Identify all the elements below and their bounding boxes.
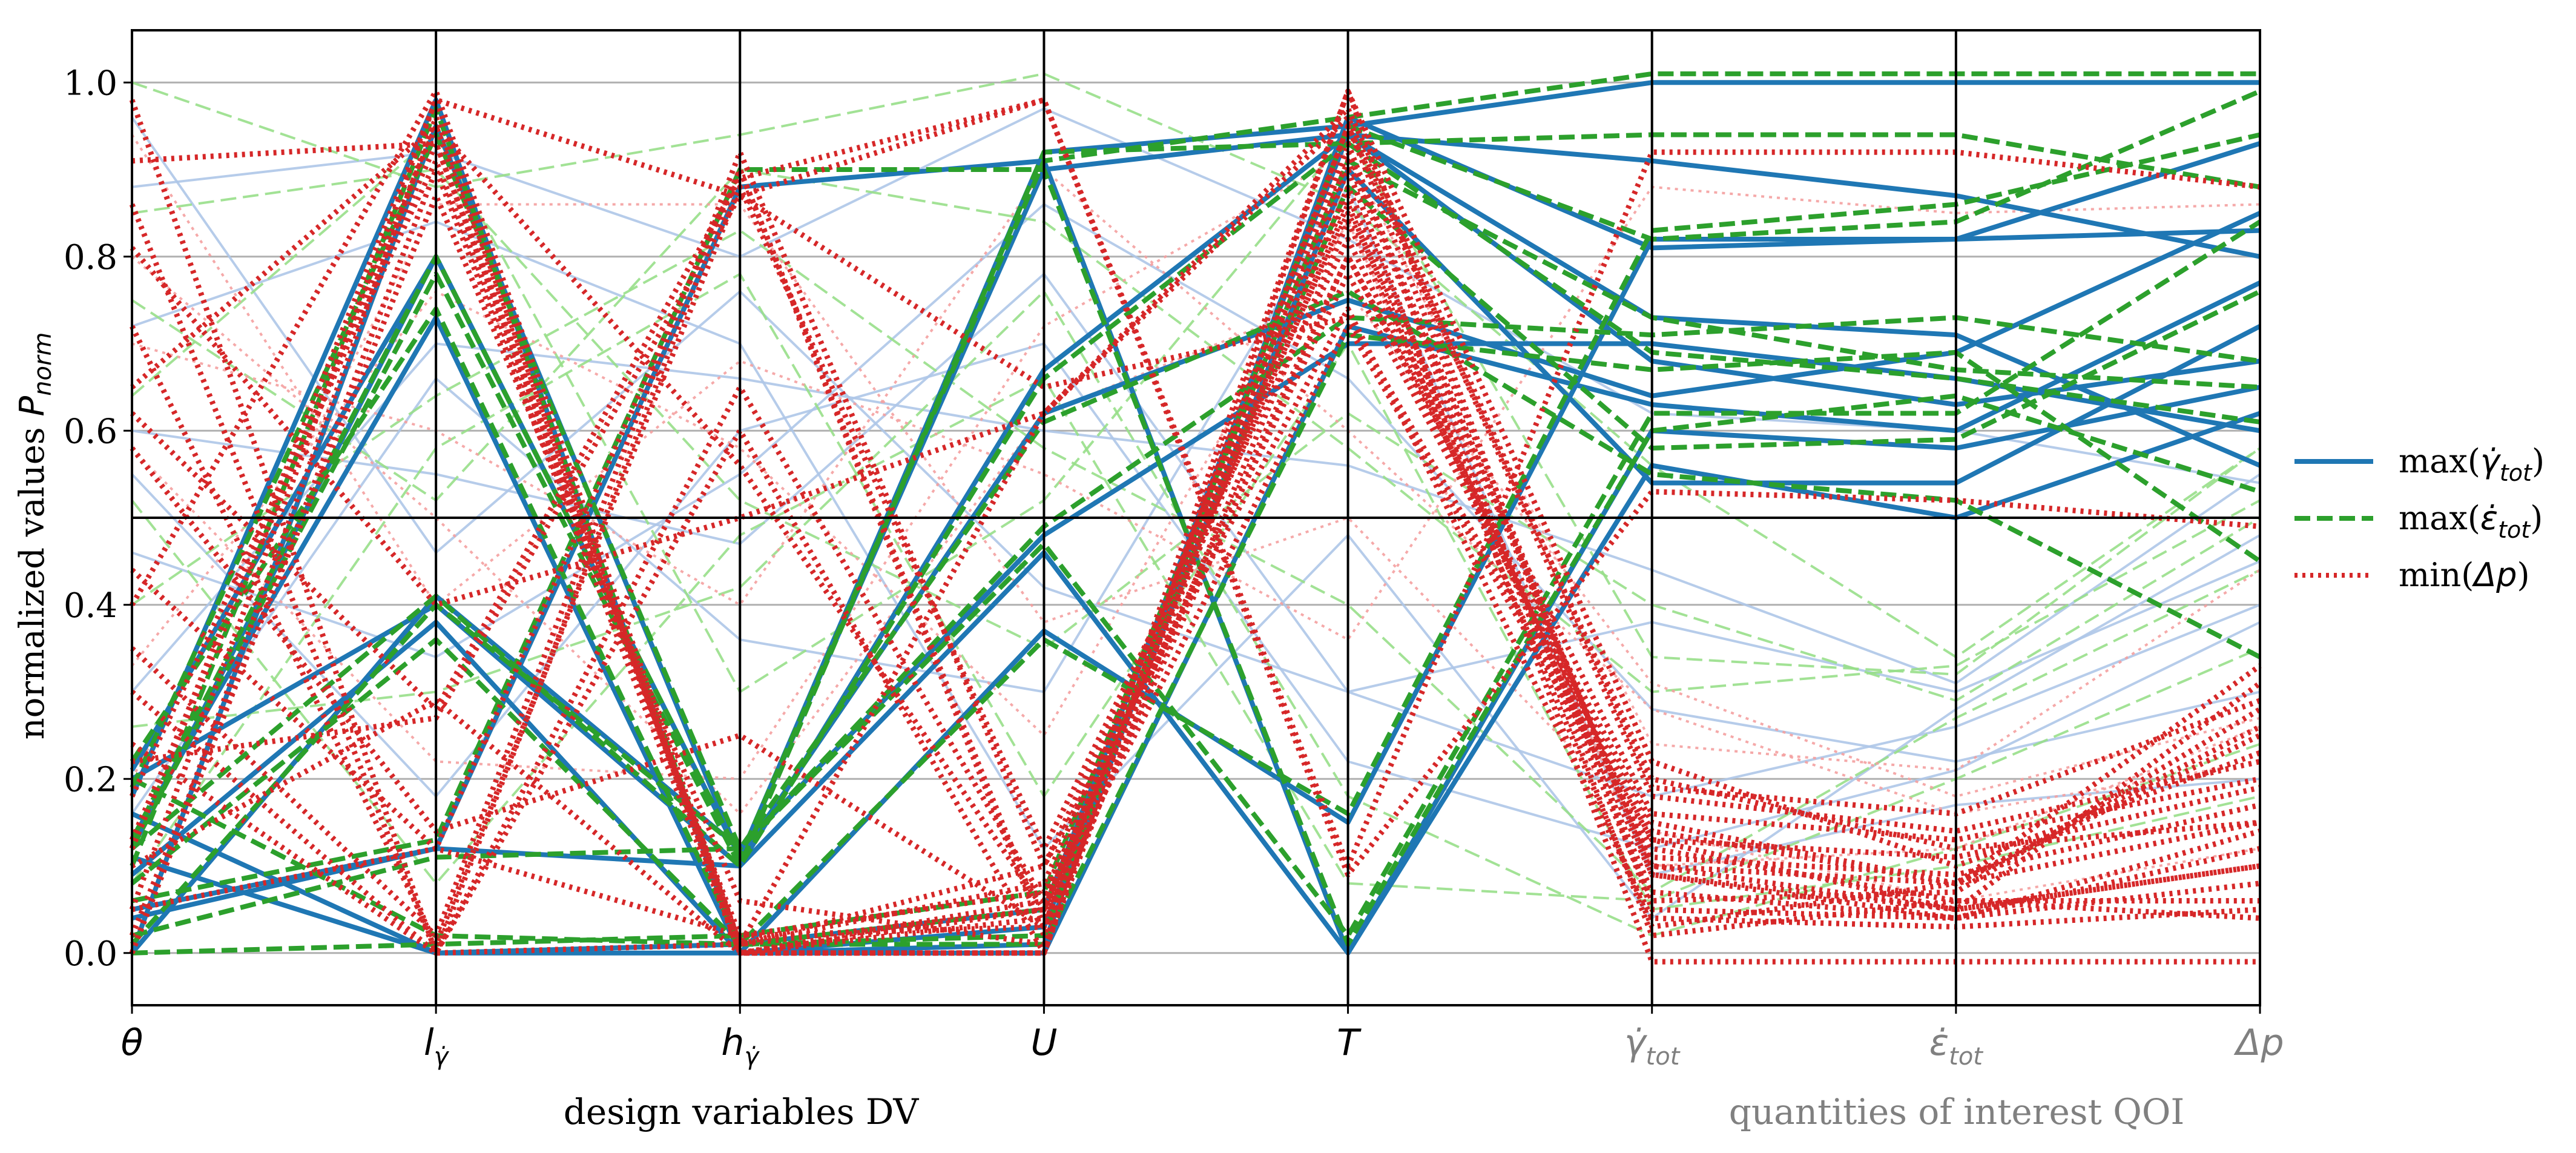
axis-label-dp: Δp [2233,1022,2284,1064]
dv-group-label: design variables DV [564,1091,920,1132]
series-line-min-dp [129,140,2260,956]
y-axis-label: normalized values Pnorm [13,332,57,740]
highlighted-lines [129,71,2262,965]
series-line-min-dp [130,105,2261,956]
legend-label: max(γ̇tot) [2399,442,2545,486]
series-line-max-edot [130,132,2261,947]
legend-entry: min(Δp) [2294,556,2530,594]
series-line-min-dp [129,97,2261,956]
y-tick-label: 0.6 [64,412,117,451]
y-axis-label-symbol: P [13,396,52,417]
series-line-max-gdot [131,385,2261,956]
series-line-min-dp [130,88,2261,956]
axis-label-l_gdot: lγ̇ [424,1022,450,1071]
series-line-min-dp [129,114,2261,956]
series-line-max-edot [130,132,2261,851]
series-line-min-dp [130,114,2261,834]
axis-label-gdot_tot: γ̇tot [1624,1022,1681,1071]
axis-label-theta: θ [121,1022,143,1064]
legend-label: max(ε̇tot) [2399,499,2543,543]
legend-entry: max(ε̇tot) [2294,499,2543,543]
series-line-min-dp [130,88,2261,939]
series-line-min-dp [131,193,2261,861]
series-line-max-edot [130,184,2261,947]
plot-frame [131,29,2261,1006]
y-tick-label: 0.8 [64,238,117,277]
y-tick-label: 0.4 [64,586,117,626]
axes-layer: 0.0 0.2 0.4 0.6 0.8 1.0 [64,29,2261,1014]
series-line-max-edot [130,315,2261,947]
series-line-min-dp [131,123,2261,930]
y-tick-label: 0.0 [64,934,117,974]
background-line [131,151,2261,781]
series-line-max-edot [130,71,2260,860]
series-line-max-edot [131,219,2262,938]
background-line [131,377,2261,902]
axis-label-edot_tot: ε̇tot [1929,1022,1984,1071]
legend-label: min(Δp) [2399,556,2530,594]
series-line-min-dp [129,167,2260,965]
y-axis-label-subscript: norm [29,332,57,396]
y-tick-label: 1.0 [64,64,117,103]
series-line-max-edot [130,132,2261,868]
y-tick-label: 0.2 [64,760,117,799]
background-line [131,203,2261,902]
series-line-max-edot [131,167,2261,947]
series-line-min-dp [130,88,2261,947]
y-axis-label-main: normalized values [13,417,52,740]
axis-label-h_gdot: hγ̇ [721,1022,760,1071]
series-line-max-edot [131,88,2261,947]
background-line [131,342,2261,850]
background-line [131,273,2261,798]
legend-entry: max(γ̇tot) [2294,442,2545,486]
series-line-min-dp [129,158,2262,939]
legend: max(γ̇tot) max(ε̇tot) min(Δp) [2294,442,2545,594]
axis-label-U: U [1030,1022,1057,1064]
background-line [131,168,2261,693]
series-line-min-dp [130,149,2262,956]
series-line-max-edot [130,140,2261,868]
labels-layer: normalized values Pnorm design variables… [13,332,2284,1132]
background-line [131,342,2261,693]
axis-label-T: T [1337,1022,1362,1064]
series-line-max-gdot [130,80,2260,860]
qoi-group-label: quantities of interest QOI [1729,1091,2185,1132]
